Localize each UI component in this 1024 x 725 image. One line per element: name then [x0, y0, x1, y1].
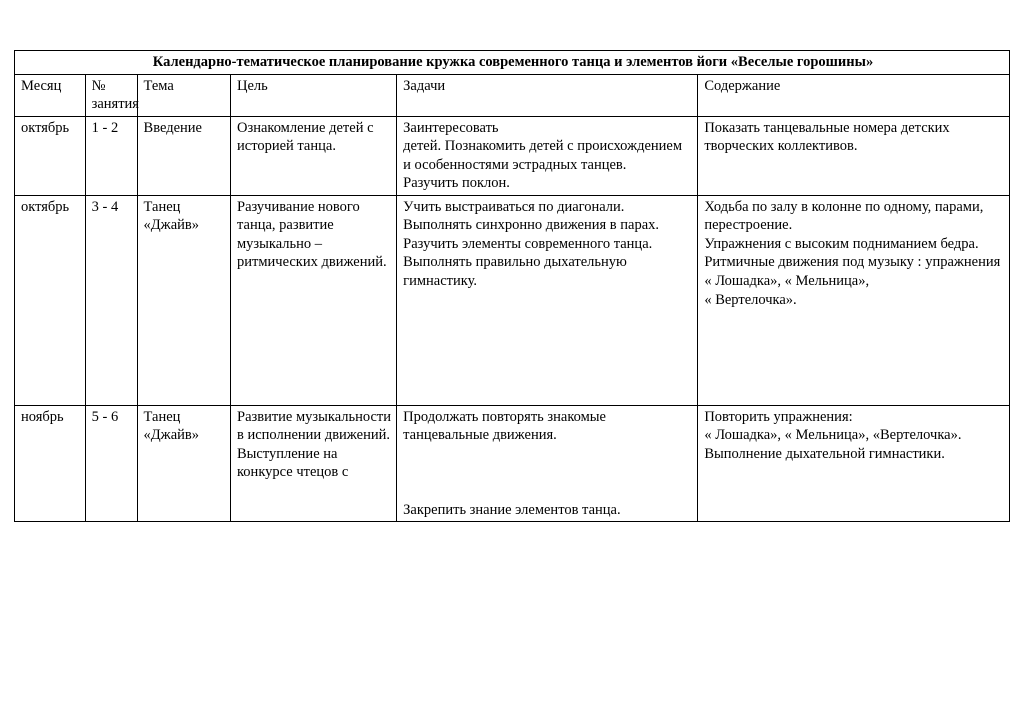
cell-goal: Ознакомление детей с историей танца.	[231, 116, 397, 195]
cell-content: Повторить упражнения:« Лошадка», « Мельн…	[698, 405, 1010, 521]
header-row: Месяц № занятия Тема Цель Задачи Содержа…	[15, 74, 1010, 116]
table-row: ноябрь 5 - 6 Танец «Джайв» Развитие музы…	[15, 405, 1010, 521]
planning-table: Календарно-тематическое планирование кру…	[14, 50, 1010, 522]
cell-month: ноябрь	[15, 405, 86, 521]
title-row: Календарно-тематическое планирование кру…	[15, 51, 1010, 75]
document-page: { "table": { "title": "Календарно-темати…	[0, 0, 1024, 725]
header-topic: Тема	[137, 74, 230, 116]
table-row: октябрь 1 - 2 Введение Ознакомление дете…	[15, 116, 1010, 195]
header-month: Месяц	[15, 74, 86, 116]
cell-topic: Танец «Джайв»	[137, 195, 230, 405]
cell-content: Ходьба по залу в колонне по одному, пара…	[698, 195, 1010, 405]
cell-num: 3 - 4	[85, 195, 137, 405]
cell-goal: Развитие музыкальности в исполнении движ…	[231, 405, 397, 521]
cell-month: октябрь	[15, 116, 86, 195]
cell-month: октябрь	[15, 195, 86, 405]
header-goal: Цель	[231, 74, 397, 116]
cell-content: Показать танцевальные номера детских тво…	[698, 116, 1010, 195]
cell-tasks: Учить выстраиваться по диагонали. Выполн…	[397, 195, 698, 405]
cell-num: 1 - 2	[85, 116, 137, 195]
table-row: октябрь 3 - 4 Танец «Джайв» Разучивание …	[15, 195, 1010, 405]
cell-num: 5 - 6	[85, 405, 137, 521]
cell-tasks: Заинтересоватьдетей. Познакомить детей с…	[397, 116, 698, 195]
table-title: Календарно-тематическое планирование кру…	[15, 51, 1010, 75]
cell-topic: Танец «Джайв»	[137, 405, 230, 521]
cell-topic: Введение	[137, 116, 230, 195]
header-tasks: Задачи	[397, 74, 698, 116]
cell-tasks: Продолжать повторять знакомые танцевальн…	[397, 405, 698, 521]
cell-goal: Разучивание нового танца, развитие музык…	[231, 195, 397, 405]
header-content: Содержание	[698, 74, 1010, 116]
header-num: № занятия	[85, 74, 137, 116]
